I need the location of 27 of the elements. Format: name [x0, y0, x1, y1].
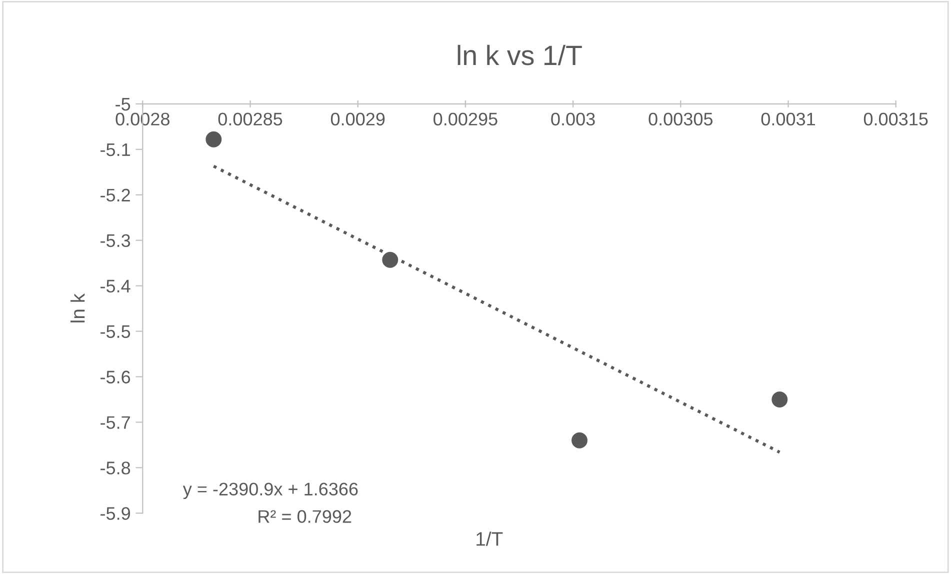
y-tick-label: -5.5 [100, 325, 130, 338]
y-tick-label: -5.8 [100, 462, 130, 474]
x-tick-label: 0.00285 [218, 112, 282, 126]
chart-title: ln k vs 1/T [458, 44, 582, 66]
point [572, 432, 588, 448]
point [382, 252, 398, 268]
x-tick-label: 0.0028 [116, 112, 170, 126]
y-tick-label: -5.6 [100, 370, 130, 384]
x-tick-label: 0.00295 [434, 112, 498, 126]
annotation: y = -2390.9x + 1.6366 [182, 482, 358, 500]
x-tick-label: 0.0031 [761, 112, 815, 126]
y-tick-label: -5 [116, 98, 130, 111]
annotation: R² = 0.7992 [258, 510, 352, 523]
x-tick-label: 0.003 [551, 112, 595, 126]
x-tick-label: 0.00315 [864, 112, 928, 126]
y-tick-label: -5.9 [100, 507, 130, 520]
x-axis-title: 1/T [476, 532, 503, 546]
y-axis-title: ln k [70, 293, 85, 322]
x-tick-label: 0.00305 [648, 112, 713, 126]
y-tick-label: -5.4 [100, 280, 130, 293]
y-tick-label: -5.3 [100, 234, 130, 248]
x-tick-label: 0.0029 [330, 112, 385, 126]
y-tick-label: -5.2 [100, 188, 130, 202]
point [772, 391, 788, 408]
y-tick-label: -5.7 [100, 416, 130, 429]
point [206, 131, 222, 148]
y-tick-label: -5.1 [100, 143, 130, 156]
